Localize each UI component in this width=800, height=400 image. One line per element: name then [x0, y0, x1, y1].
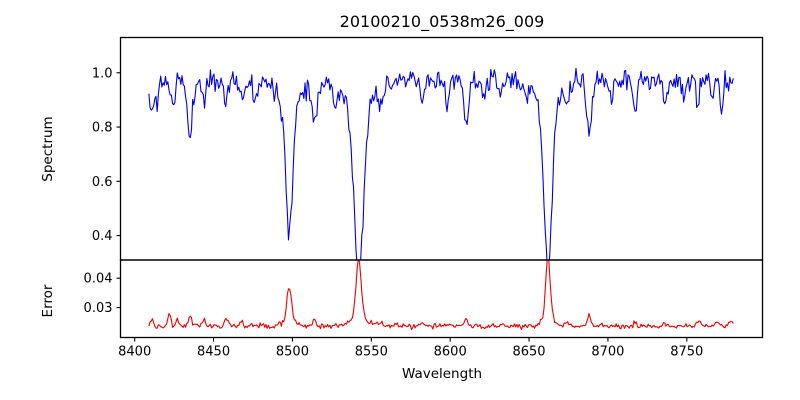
- error-panel-frame: [119, 259, 764, 339]
- chart-title: 20100210_0538m26_009: [339, 12, 545, 31]
- x-axis-label: Wavelength: [401, 366, 483, 382]
- x-tick-label: 8750: [670, 345, 703, 360]
- y-axis-label-error: Error: [40, 284, 56, 318]
- y-tick-label: 0.4: [92, 229, 113, 244]
- x-tick-label: 8400: [118, 345, 151, 360]
- y-tick-label: 0.03: [84, 301, 113, 316]
- y-tick-label: 0.8: [92, 121, 113, 136]
- spectrum-panel-frame: [119, 36, 764, 261]
- error-line: [148, 260, 734, 331]
- y-tick-label: 0.6: [92, 175, 113, 190]
- x-tick-label: 8550: [355, 345, 388, 360]
- x-tick-label: 8500: [276, 345, 309, 360]
- spectrum-line: [148, 67, 734, 260]
- y-axis-label-spectrum: Spectrum: [40, 116, 56, 182]
- y-tick-label: 0.04: [84, 272, 113, 287]
- x-tick-label: 8650: [512, 345, 545, 360]
- y-tick-label: 1.0: [92, 66, 113, 81]
- x-tick-label: 8700: [591, 345, 624, 360]
- x-tick-label: 8600: [434, 345, 467, 360]
- x-tick-label: 8450: [197, 345, 230, 360]
